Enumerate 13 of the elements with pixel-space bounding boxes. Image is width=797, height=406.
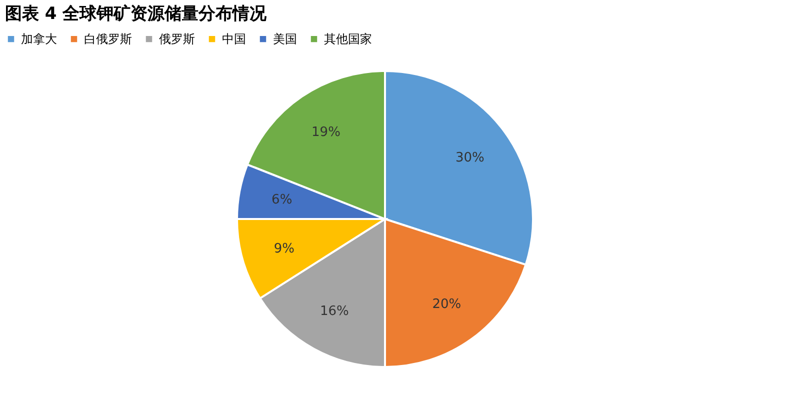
legend-label: 其他国家 bbox=[324, 32, 372, 46]
legend-label: 俄罗斯 bbox=[159, 32, 195, 46]
legend-label: 白俄罗斯 bbox=[84, 32, 132, 46]
chart-title: 图表 4 全球钾矿资源储量分布情况 bbox=[5, 4, 268, 24]
data-label: 16% bbox=[320, 304, 349, 320]
data-label: 20% bbox=[432, 296, 462, 312]
legend-label: 中国 bbox=[222, 32, 246, 46]
legend-label: 美国 bbox=[273, 32, 297, 46]
data-label: 6% bbox=[272, 192, 292, 208]
legend-label: 加拿大 bbox=[21, 32, 57, 46]
data-label: 9% bbox=[274, 241, 294, 256]
data-label: 30% bbox=[455, 150, 484, 166]
data-label: 19% bbox=[312, 125, 340, 140]
